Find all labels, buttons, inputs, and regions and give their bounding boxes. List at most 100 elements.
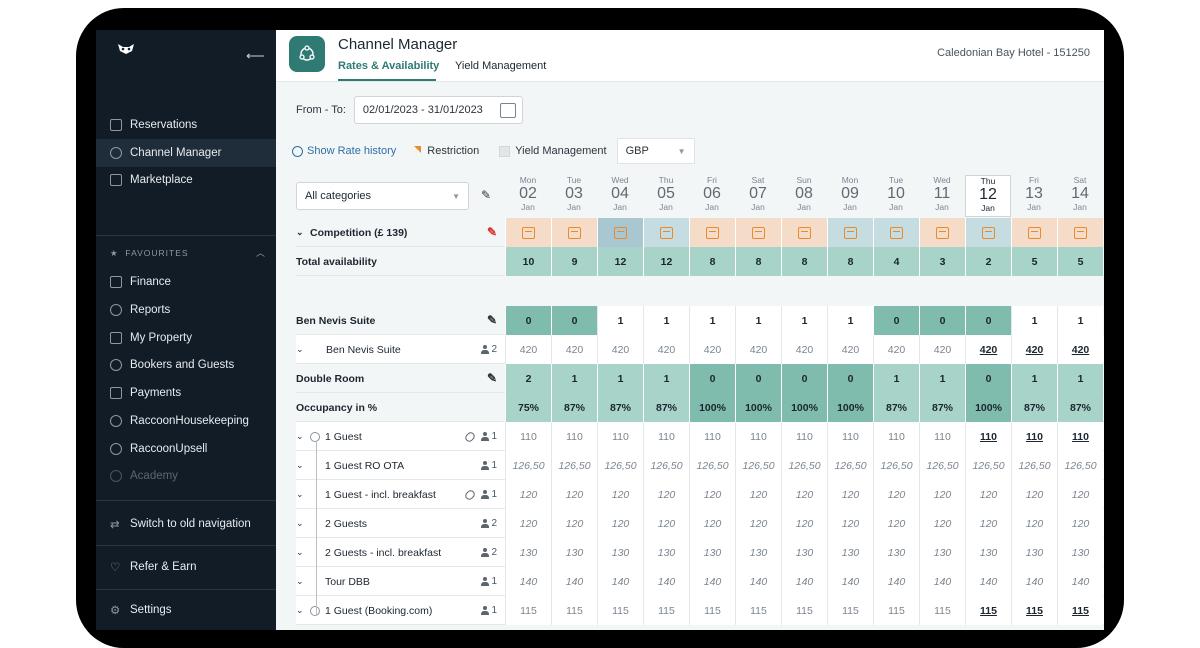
refer-earn[interactable]: ♡ Refer & Earn <box>110 561 197 574</box>
sidebar-item-payments[interactable]: Payments <box>96 379 276 407</box>
grid-cell[interactable]: 140 <box>1011 567 1057 596</box>
day-header[interactable]: Tue 03 Jan <box>551 175 597 217</box>
day-header[interactable]: Wed 11 Jan <box>919 175 965 217</box>
grid-cell[interactable]: 110 <box>735 422 781 451</box>
chevron-down-icon[interactable]: ⌄ <box>296 547 304 557</box>
sidebar-item-my-property[interactable]: My Property <box>96 324 276 352</box>
grid-cell[interactable]: 120 <box>965 509 1011 538</box>
competition-calendar-icon[interactable] <box>522 226 535 239</box>
grid-cell[interactable]: 120 <box>873 509 919 538</box>
grid-cell[interactable]: 130 <box>643 538 689 567</box>
grid-cell[interactable]: 115 <box>965 596 1011 625</box>
day-header[interactable]: Thu 12 Jan <box>965 175 1011 217</box>
grid-cell[interactable]: 1 <box>1057 364 1103 393</box>
competition-calendar-icon[interactable] <box>568 226 581 239</box>
grid-cell[interactable]: 420 <box>1057 335 1103 364</box>
competition-calendar-icon[interactable] <box>982 226 995 239</box>
grid-cell[interactable]: 140 <box>1057 567 1103 596</box>
raccoon-logo[interactable] <box>117 42 135 58</box>
grid-cell[interactable]: 110 <box>919 422 965 451</box>
grid-cell[interactable]: 420 <box>505 335 551 364</box>
grid-cell[interactable]: 1 <box>597 364 643 393</box>
grid-cell[interactable]: 420 <box>1011 335 1057 364</box>
sidebar-item-reservations[interactable]: Reservations <box>96 111 276 139</box>
grid-cell[interactable]: 0 <box>505 306 551 335</box>
grid-cell[interactable]: 110 <box>965 422 1011 451</box>
competition-calendar-icon[interactable] <box>936 226 949 239</box>
grid-cell[interactable]: 0 <box>781 364 827 393</box>
grid-cell[interactable]: 120 <box>597 509 643 538</box>
grid-cell[interactable]: 126,50 <box>643 451 689 480</box>
grid-cell[interactable]: 1 <box>1011 364 1057 393</box>
day-header[interactable]: Mon 09 Jan <box>827 175 873 217</box>
grid-cell[interactable]: 110 <box>505 422 551 451</box>
grid-cell[interactable]: 0 <box>689 364 735 393</box>
grid-cell[interactable]: 120 <box>1011 480 1057 509</box>
grid-cell[interactable]: 115 <box>873 596 919 625</box>
grid-cell[interactable]: 140 <box>735 567 781 596</box>
grid-cell[interactable]: 120 <box>505 480 551 509</box>
grid-cell[interactable]: 120 <box>919 509 965 538</box>
grid-cell[interactable]: 110 <box>827 422 873 451</box>
grid-cell[interactable]: 420 <box>827 335 873 364</box>
sidebar-item-marketplace[interactable]: Marketplace <box>96 166 276 194</box>
grid-cell[interactable]: 1 <box>735 306 781 335</box>
grid-cell[interactable]: 120 <box>689 509 735 538</box>
grid-cell[interactable]: 1 <box>643 364 689 393</box>
sidebar-item-channel-manager[interactable]: Channel Manager <box>96 139 276 167</box>
sidebar-item-bookers-guests[interactable]: Bookers and Guests <box>96 351 276 379</box>
hotel-name[interactable]: Caledonian Bay Hotel - 151250 <box>937 47 1090 59</box>
competition-cell[interactable] <box>689 218 735 247</box>
competition-cell[interactable] <box>597 218 643 247</box>
tab-yield-management[interactable]: Yield Management <box>455 60 547 72</box>
grid-cell[interactable]: 0 <box>873 306 919 335</box>
grid-cell[interactable]: 110 <box>1011 422 1057 451</box>
grid-cell[interactable]: 1 <box>551 364 597 393</box>
grid-cell[interactable]: 420 <box>873 335 919 364</box>
grid-cell[interactable]: 120 <box>781 509 827 538</box>
grid-cell[interactable]: 130 <box>1011 538 1057 567</box>
grid-cell[interactable]: 115 <box>827 596 873 625</box>
grid-cell[interactable]: 140 <box>505 567 551 596</box>
grid-cell[interactable]: 115 <box>597 596 643 625</box>
date-range-input[interactable]: 02/01/2023 - 31/01/2023 <box>353 96 523 124</box>
grid-cell[interactable]: 126,50 <box>735 451 781 480</box>
show-rate-history-link[interactable]: Show Rate history <box>292 145 396 157</box>
grid-cell[interactable]: 0 <box>735 364 781 393</box>
grid-cell[interactable]: 140 <box>597 567 643 596</box>
day-header[interactable]: Mon 02 Jan <box>505 175 551 217</box>
grid-cell[interactable]: 0 <box>919 306 965 335</box>
grid-cell[interactable]: 140 <box>873 567 919 596</box>
grid-cell[interactable]: 120 <box>1011 509 1057 538</box>
grid-cell[interactable]: 126,50 <box>919 451 965 480</box>
day-header[interactable]: Wed 04 Jan <box>597 175 643 217</box>
grid-cell[interactable]: 126,50 <box>827 451 873 480</box>
day-header[interactable]: Sun 08 Jan <box>781 175 827 217</box>
grid-cell[interactable]: 140 <box>919 567 965 596</box>
settings[interactable]: ⚙ Settings <box>110 604 172 617</box>
grid-cell[interactable]: 130 <box>735 538 781 567</box>
grid-cell[interactable]: 1 <box>689 306 735 335</box>
day-header[interactable]: Fri 13 Jan <box>1011 175 1057 217</box>
grid-cell[interactable]: 140 <box>689 567 735 596</box>
day-header[interactable]: Thu 05 Jan <box>643 175 689 217</box>
grid-cell[interactable]: 120 <box>965 480 1011 509</box>
competition-cell[interactable] <box>919 218 965 247</box>
grid-cell[interactable]: 140 <box>551 567 597 596</box>
competition-cell[interactable] <box>827 218 873 247</box>
grid-cell[interactable]: 110 <box>643 422 689 451</box>
day-header[interactable]: Sat 14 Jan <box>1057 175 1103 217</box>
competition-calendar-icon[interactable] <box>890 226 903 239</box>
chevron-down-icon[interactable]: ⌄ <box>296 227 304 237</box>
grid-cell[interactable]: 115 <box>919 596 965 625</box>
competition-calendar-icon[interactable] <box>752 226 765 239</box>
grid-cell[interactable]: 140 <box>643 567 689 596</box>
chevron-down-icon[interactable]: ⌄ <box>296 460 304 470</box>
grid-cell[interactable]: 115 <box>781 596 827 625</box>
competition-cell[interactable] <box>551 218 597 247</box>
competition-cell[interactable] <box>965 218 1011 247</box>
grid-cell[interactable]: 420 <box>551 335 597 364</box>
competition-cell[interactable] <box>873 218 919 247</box>
grid-cell[interactable]: 110 <box>873 422 919 451</box>
sidebar-item-reports[interactable]: Reports <box>96 296 276 324</box>
